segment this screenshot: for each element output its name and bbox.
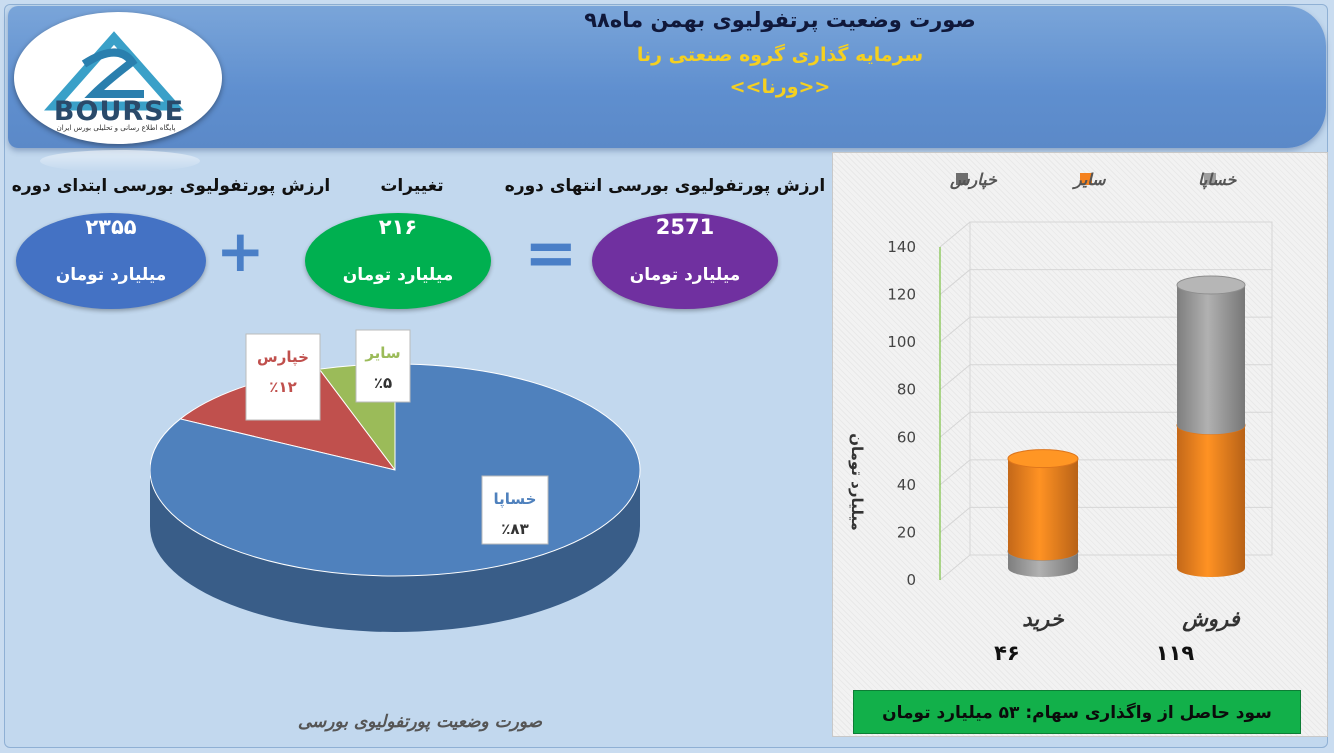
change-value: ۲۱۶ bbox=[378, 215, 418, 239]
logo-subtitle: پایگاه اطلاع رسانی و تحلیلی بورس ایران bbox=[56, 124, 176, 132]
company-name: سرمایه گذاری گروه صنعتی رنا bbox=[636, 44, 924, 66]
x-category-total: ۱۱۹ bbox=[1156, 641, 1195, 665]
x-category-total: ۴۶ bbox=[994, 641, 1020, 665]
bar-column-1 bbox=[1176, 275, 1246, 577]
y-tick-label: 100 bbox=[887, 333, 916, 351]
pie-label-box-sayer bbox=[355, 329, 411, 403]
x-category-label: خرید bbox=[1022, 607, 1064, 632]
pie-label-sayer: سایر ٪۵ bbox=[355, 329, 411, 403]
pie-label-khpars: خپارس ٪۱۲ bbox=[245, 333, 321, 421]
ticker-symbol: <<ورنا>> bbox=[729, 76, 831, 98]
change-unit: میلیارد تومان bbox=[342, 265, 454, 285]
begin-unit: میلیارد تومان bbox=[55, 265, 167, 285]
header-banner bbox=[8, 6, 1326, 148]
pie-slices bbox=[150, 363, 641, 632]
legend-label: خساپا bbox=[1198, 170, 1237, 190]
legend-swatch bbox=[1080, 173, 1092, 185]
legend-label: سایر bbox=[1071, 170, 1106, 190]
profit-box: سود حاصل از واگذاری سهام: ۵۳ میلیارد توم… bbox=[853, 690, 1301, 734]
y-tick-label: 0 bbox=[906, 571, 916, 589]
bar-grid-diag bbox=[939, 411, 971, 438]
pie-label-value-khpars: ٪۱۲ bbox=[269, 378, 296, 396]
pie-label-box-khasapa bbox=[481, 475, 549, 545]
bar-grid-diag bbox=[939, 316, 971, 343]
legend-item: خساپا bbox=[1198, 170, 1237, 190]
bar-grid-diag bbox=[939, 364, 971, 391]
logo-wordmark: BOURSE bbox=[53, 96, 185, 127]
y-tick-label: 20 bbox=[897, 523, 916, 541]
logo-reflection bbox=[40, 150, 200, 172]
bar-grid-diag bbox=[939, 221, 971, 248]
legend-item: سایر bbox=[1071, 170, 1106, 190]
logo-triangle-icon bbox=[44, 31, 184, 111]
change-label: تغییرات bbox=[380, 176, 444, 196]
pie-label-value-khasapa: ٪۸۳ bbox=[501, 520, 528, 538]
equals-sign: = bbox=[524, 217, 578, 291]
y-tick-label: 40 bbox=[897, 476, 916, 494]
pie-side-khasapa bbox=[150, 470, 640, 632]
pie-caption: صورت وضعیت پورتفولیوی بورسی bbox=[297, 712, 543, 732]
y-tick-label: 120 bbox=[887, 286, 916, 304]
page-title: صورت وضعیت پرتفولیوی بهمن ماه۹۸ bbox=[584, 8, 976, 32]
trade-bar-chart: 0 20 40 60 80 100 120 140 میلیارد تومان خساپا سایر… bbox=[848, 170, 1273, 665]
y-axis-label: میلیارد تومان bbox=[848, 433, 866, 531]
bar-grid-diag bbox=[939, 554, 971, 581]
end-value-oval: 2571 میلیارد تومان bbox=[592, 213, 778, 309]
legend-swatch bbox=[956, 173, 968, 185]
trade-chart-panel bbox=[832, 152, 1328, 737]
y-tick-label: 80 bbox=[897, 381, 916, 399]
portfolio-pie-chart: خساپا ٪۸۳ خپارس ٪۱۲ سایر ٪۵ bbox=[150, 329, 641, 632]
begin-value: ۲۳۵۵ bbox=[85, 215, 137, 239]
bar-column-0 bbox=[1007, 449, 1079, 577]
bar-segment bbox=[1177, 284, 1245, 435]
pie-label-box-khpars bbox=[245, 333, 321, 421]
end-unit: میلیارد تومان bbox=[629, 265, 741, 285]
begin-value-oval: ۲۳۵۵ میلیارد تومان bbox=[16, 213, 206, 309]
pie-label-value-sayer: ٪۵ bbox=[374, 374, 392, 392]
bar-segment-top bbox=[1176, 275, 1246, 295]
pie-label-name-khasapa: خساپا bbox=[494, 490, 537, 509]
plus-sign: + bbox=[216, 217, 265, 285]
bar-grid-diag bbox=[939, 459, 971, 486]
legend-swatch bbox=[1204, 173, 1216, 185]
pie-label-name-sayer: سایر bbox=[364, 344, 400, 362]
pie-label-name-khpars: خپارس bbox=[257, 348, 309, 367]
bar-grid-diag bbox=[939, 507, 971, 533]
end-value-label: ارزش پورتفولیوی بورسی انتهای دوره bbox=[504, 176, 826, 196]
bourse-logo bbox=[14, 12, 222, 144]
pie-label-khasapa: خساپا ٪۸۳ bbox=[481, 475, 549, 545]
bar-segment-top bbox=[1007, 449, 1079, 469]
begin-value-label: ارزش پورتفولیوی بورسی ابتدای دوره bbox=[11, 176, 331, 196]
change-value-oval: ۲۱۶ میلیارد تومان bbox=[305, 213, 491, 309]
legend-label: خپارس bbox=[949, 170, 998, 190]
end-value: 2571 bbox=[655, 215, 715, 239]
x-category-label: فروش bbox=[1181, 607, 1240, 632]
bar-segment bbox=[1008, 458, 1078, 561]
legend-item: خپارس bbox=[949, 170, 998, 190]
bar-segment bbox=[1177, 425, 1245, 577]
y-tick-label: 140 bbox=[887, 238, 916, 256]
y-tick-label: 60 bbox=[897, 428, 916, 446]
bar-grid-diag bbox=[939, 269, 971, 295]
